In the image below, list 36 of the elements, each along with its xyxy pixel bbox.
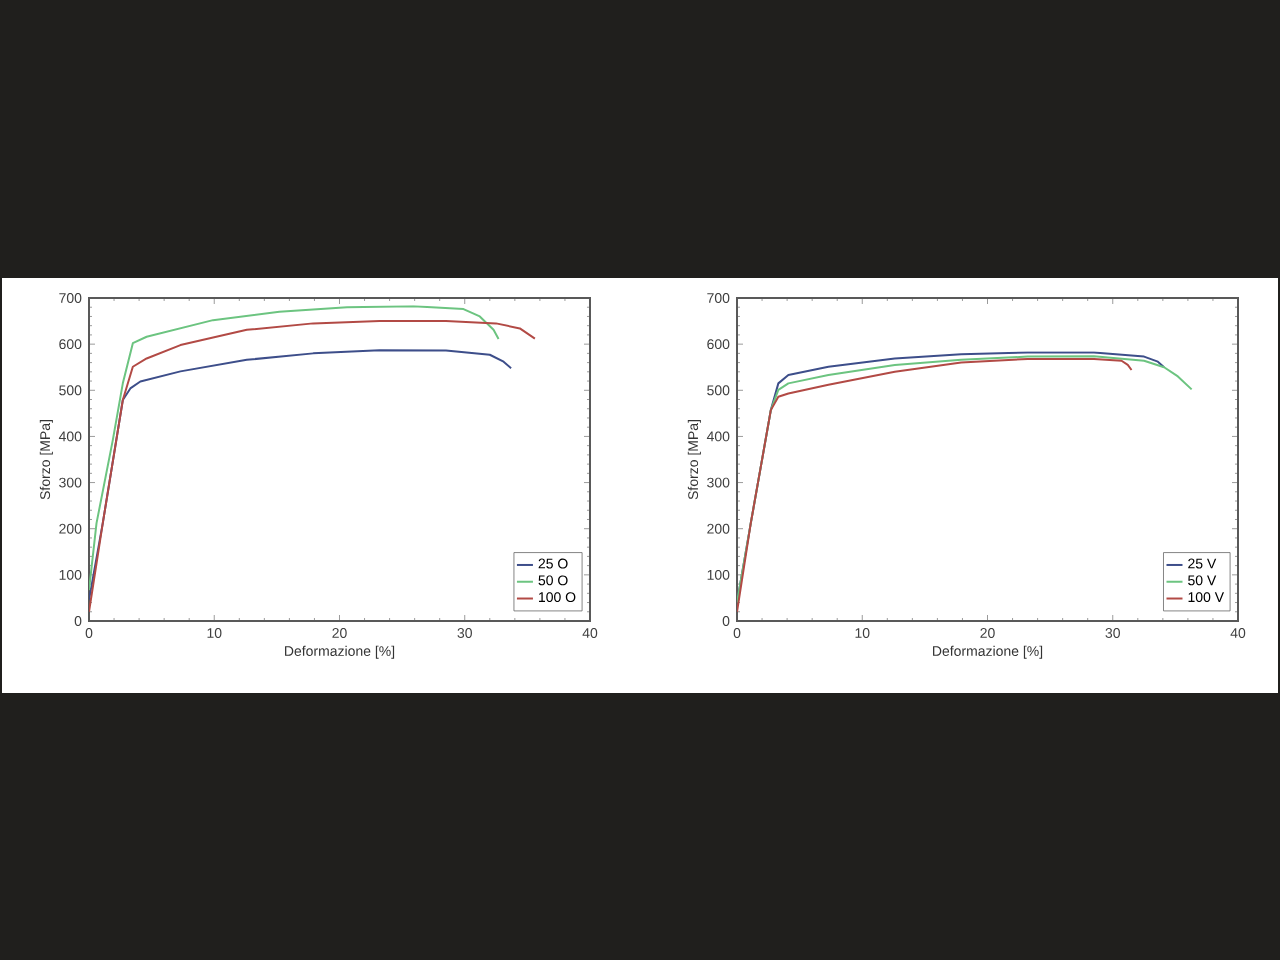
y-tick-label: 700 xyxy=(707,293,730,303)
y-tick-label: 500 xyxy=(707,385,730,396)
x-tick-label: 30 xyxy=(1105,628,1120,638)
y-tick-label: 300 xyxy=(707,477,730,488)
legend-label: 100 V xyxy=(1188,592,1225,603)
x-tick-label: 10 xyxy=(207,628,222,638)
legend-label: 50 O xyxy=(538,575,568,586)
y-tick-label: 700 xyxy=(59,293,82,303)
legend-label: 50 V xyxy=(1188,575,1217,586)
x-tick-label: 40 xyxy=(1230,628,1246,638)
x-tick-label: 30 xyxy=(457,628,472,638)
legend-label: 25 V xyxy=(1188,558,1217,569)
y-tick-label: 200 xyxy=(707,523,730,534)
x-tick-label: 40 xyxy=(582,628,598,638)
y-tick-label: 200 xyxy=(59,523,82,534)
y-axis-title: Sforzo [MPa] xyxy=(687,420,701,500)
y-axis-title: Sforzo [MPa] xyxy=(39,420,53,500)
x-tick-label: 20 xyxy=(980,628,995,638)
x-tick-label: 10 xyxy=(855,628,870,638)
y-tick-label: 0 xyxy=(722,616,730,626)
y-tick-label: 400 xyxy=(706,431,730,442)
x-tick-label: 20 xyxy=(332,628,347,638)
x-tick-label: 0 xyxy=(733,628,741,638)
x-tick-label: 0 xyxy=(85,628,93,638)
y-tick-label: 600 xyxy=(59,339,82,350)
y-tick-label: 300 xyxy=(59,477,82,488)
y-tick-label: 400 xyxy=(58,431,82,442)
y-tick-label: 600 xyxy=(707,339,730,350)
legend-label: 25 O xyxy=(538,558,568,569)
y-tick-label: 0 xyxy=(74,616,82,626)
x-axis-title: Deformazione [%] xyxy=(933,645,1043,659)
y-tick-label: 100 xyxy=(59,569,82,580)
y-tick-label: 100 xyxy=(707,569,730,580)
x-axis-title: Deformazione [%] xyxy=(285,645,395,659)
y-tick-label: 500 xyxy=(59,385,82,396)
legend-label: 100 O xyxy=(539,592,576,603)
